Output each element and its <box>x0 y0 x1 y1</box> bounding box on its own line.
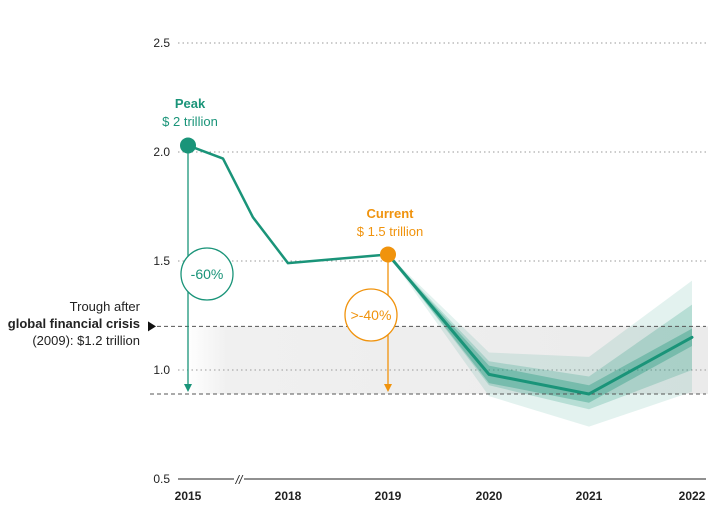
trough-line-3: (2009): $1.2 trillion <box>32 333 140 348</box>
y-tick-label: 2.5 <box>153 36 170 50</box>
peak-arrowhead-icon <box>184 383 192 392</box>
x-tick-label: 2019 <box>375 489 402 503</box>
peak-change-label: -60% <box>191 266 224 282</box>
x-tick-label: 2020 <box>476 489 503 503</box>
trough-line-1: Trough after <box>69 299 140 314</box>
peak-change-circle <box>180 247 234 301</box>
x-tick-label: 2022 <box>679 489 706 503</box>
trough-annotation: Trough after global financial crisis (20… <box>8 298 140 349</box>
trough-line-2: global financial crisis <box>7 316 140 331</box>
peak-value: $ 2 trillion <box>162 114 218 129</box>
current-annotation: Current $ 1.5 trillion <box>340 205 440 241</box>
y-tick-label: 1.5 <box>153 254 170 268</box>
y-tick-label: 0.5 <box>153 472 170 486</box>
current-change-label: >-40% <box>351 307 392 323</box>
y-tick-label: 2.0 <box>153 145 170 159</box>
current-arrowhead-icon <box>384 383 392 392</box>
x-tick-label: 2015 <box>175 489 202 503</box>
uncertainty-band-inner <box>388 254 692 410</box>
current-marker <box>380 246 396 263</box>
x-tick-label: 2018 <box>275 489 302 503</box>
peak-label: Peak <box>174 96 206 111</box>
series-line-projection <box>386 252 694 396</box>
y-tick-label: 1.0 <box>153 363 170 377</box>
peak-annotation: Peak $ 2 trillion <box>150 95 230 131</box>
axis-break: // <box>235 473 244 487</box>
x-tick-label: 2021 <box>576 489 603 503</box>
current-change-circle <box>344 288 398 342</box>
series-line-historical <box>186 144 390 265</box>
current-label: Current <box>366 206 414 221</box>
trough-pointer-icon <box>148 321 156 332</box>
peak-marker <box>180 137 196 154</box>
current-value: $ 1.5 trillion <box>356 224 424 239</box>
uncertainty-band-outer <box>388 254 692 427</box>
shaded-range <box>185 326 708 394</box>
